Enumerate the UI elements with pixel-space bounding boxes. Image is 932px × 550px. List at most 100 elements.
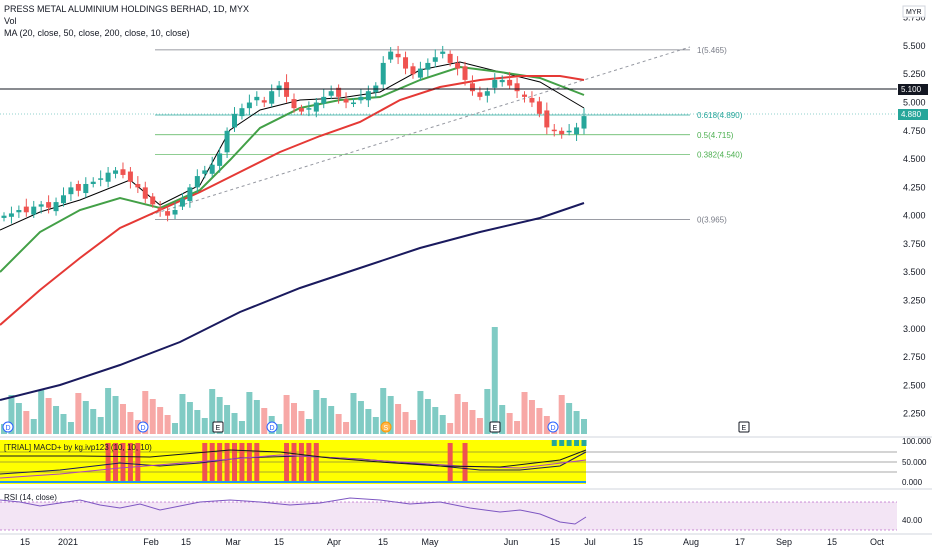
candle-body xyxy=(499,79,505,83)
time-axis-label: 15 xyxy=(550,537,560,547)
price-axis[interactable]: 5.750 5.500 5.250 5.000 4.750 4.500 4.250 4.000… xyxy=(903,13,926,419)
price-axis-label: 2.250 xyxy=(903,409,926,419)
fibonacci-retracement[interactable]: 1(5.465) 0.618(4.890) 0.5(4.715) 0.382(4.54… xyxy=(155,46,743,225)
candle-body xyxy=(440,51,446,54)
macd-hist-bar xyxy=(135,443,141,482)
currency-label: MYR xyxy=(906,9,922,16)
volume-bar xyxy=(157,407,164,434)
volume-bar xyxy=(581,419,587,434)
price-axis-label: 3.500 xyxy=(903,267,926,277)
rsi-pane[interactable] xyxy=(0,488,932,531)
ma200-line xyxy=(0,75,585,326)
macd-hist-bar xyxy=(298,443,304,482)
macd-hist-bar xyxy=(224,443,230,482)
event-marker[interactable] xyxy=(380,421,392,433)
event-marker[interactable] xyxy=(738,421,750,433)
price-axis-label: 4.500 xyxy=(903,154,926,164)
candle-body xyxy=(113,170,119,174)
macd-hist-bar xyxy=(462,443,468,482)
candle-body xyxy=(574,127,580,135)
volume-bar xyxy=(365,409,372,434)
candle-body xyxy=(105,172,111,182)
volume-bar xyxy=(224,405,231,434)
candle-body xyxy=(469,83,475,92)
macd-hist-bar xyxy=(120,443,126,482)
macd-hist-bar xyxy=(239,443,245,482)
time-axis-label: May xyxy=(421,537,439,547)
price-axis-label: 3.250 xyxy=(903,296,926,306)
candle-body xyxy=(23,206,29,213)
macd-hist-bar xyxy=(113,443,119,482)
volume-bar xyxy=(75,393,82,434)
event-marker[interactable] xyxy=(212,421,224,433)
volume-bar xyxy=(142,391,149,434)
volume-bar xyxy=(38,390,45,434)
candle-body xyxy=(492,79,498,88)
chart-title: PRESS METAL ALUMINIUM HOLDINGS BERHAD, 1… xyxy=(4,4,249,14)
candle-body xyxy=(336,87,342,97)
candle-body xyxy=(261,100,267,103)
candle-body xyxy=(284,82,290,97)
volume-bar xyxy=(573,411,580,434)
event-marker[interactable] xyxy=(489,421,501,433)
macd-hist-bar xyxy=(284,443,290,482)
fib-level-label: 1(5.465) xyxy=(697,46,727,55)
macd-axis-0: 0.000 xyxy=(902,478,923,487)
price-axis-label: 4.250 xyxy=(903,182,926,192)
macd-hist-bar xyxy=(574,440,580,446)
macd-histogram xyxy=(105,440,587,482)
event-marker[interactable] xyxy=(137,421,149,433)
volume-bar xyxy=(387,396,394,434)
time-axis-label: Aug xyxy=(683,537,699,547)
volume-bar xyxy=(112,396,119,434)
rsi-line xyxy=(0,497,587,525)
candle-body xyxy=(232,113,238,128)
candle-body xyxy=(462,66,468,80)
price-axis-label: 3.000 xyxy=(903,324,926,334)
volume-bar xyxy=(164,415,171,434)
event-marker[interactable] xyxy=(266,421,278,433)
candle-body xyxy=(194,176,200,188)
volume-bar xyxy=(186,402,193,434)
time-axis-label: Jul xyxy=(584,537,596,547)
trendline[interactable] xyxy=(149,46,691,216)
volume-bar xyxy=(320,398,327,434)
macd-axis-100: 100.000 xyxy=(902,437,931,446)
ma10-line xyxy=(0,202,585,401)
candle-body xyxy=(246,102,252,109)
event-marker-letter: D xyxy=(6,425,11,432)
fib-level-label: 0.5(4.715) xyxy=(697,131,734,140)
rsi-axis-40: 40.00 xyxy=(902,516,923,525)
volume-bar xyxy=(172,423,179,434)
candle-body xyxy=(321,96,327,104)
volume-bar xyxy=(291,403,297,434)
volume-bar xyxy=(476,418,483,434)
macd-hist-bar xyxy=(559,440,565,446)
macd-hist-bar xyxy=(306,443,312,482)
time-axis-label: 15 xyxy=(633,537,643,547)
volume-bar xyxy=(119,404,126,434)
macd-hist-bar xyxy=(232,443,238,482)
volume-bar xyxy=(105,388,112,434)
event-marker-letter: E xyxy=(742,425,747,432)
time-axis-label: Apr xyxy=(327,537,341,547)
candle-body xyxy=(425,62,431,70)
time-axis-label: 15 xyxy=(181,537,191,547)
price-axis-label: 5.250 xyxy=(903,69,926,79)
candle-body xyxy=(484,91,490,96)
volume-bar xyxy=(313,390,320,434)
time-axis-label: Jun xyxy=(504,537,519,547)
volume-bar xyxy=(335,414,342,434)
candle-body xyxy=(75,183,81,191)
macd-hist-bar xyxy=(209,443,215,482)
candle-body xyxy=(447,53,453,63)
event-marker-letter: E xyxy=(493,425,498,432)
volume-bar xyxy=(380,388,387,434)
macd-pane[interactable] xyxy=(0,436,932,484)
price-pane[interactable] xyxy=(0,0,897,436)
event-marker[interactable] xyxy=(2,421,14,433)
time-axis[interactable]: 15 2021 Feb 15 Mar 15 Apr 15 May Jun 15 Jul 15 Aug 17 S… xyxy=(20,537,885,547)
event-marker[interactable] xyxy=(547,421,559,433)
